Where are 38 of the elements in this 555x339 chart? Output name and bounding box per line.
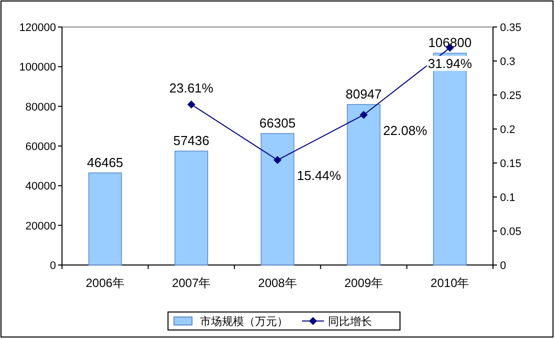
y2-tick-label: 0.3 xyxy=(500,56,516,68)
data-label: 46465 xyxy=(87,154,124,170)
y-tick-label: 20000 xyxy=(25,220,56,232)
data-label: 22.08% xyxy=(383,122,428,138)
y2-tick-label: 0 xyxy=(500,260,506,272)
y-tick-label: 80000 xyxy=(25,101,56,114)
point xyxy=(360,110,368,119)
point xyxy=(274,156,282,164)
y-tick-label: 40000 xyxy=(25,180,56,193)
y-tick-label: 0 xyxy=(50,260,56,272)
legend-label: 市场规模（万元） xyxy=(200,315,288,328)
point xyxy=(187,100,196,108)
bar xyxy=(88,172,122,266)
y2-tick-label: 0.15 xyxy=(500,158,522,170)
y2-tick-label: 0.35 xyxy=(500,22,522,34)
bar xyxy=(174,150,208,266)
y-tick-label: 60000 xyxy=(25,141,56,153)
x-tick-label: 2006年 xyxy=(86,276,124,290)
y-tick-label: 120000 xyxy=(19,22,56,34)
x-tick-label: 2009年 xyxy=(344,276,384,290)
y-tick-label: 100000 xyxy=(19,62,56,74)
x-tick-label: 2007年 xyxy=(172,276,211,290)
data-label: 106800 xyxy=(428,35,472,50)
x-tick-label: 2010年 xyxy=(430,276,470,290)
bar xyxy=(260,133,294,266)
data-label: 80947 xyxy=(346,86,382,102)
bar xyxy=(346,104,380,266)
data-label: 66305 xyxy=(259,115,296,130)
y2-tick-label: 0.05 xyxy=(500,226,522,238)
x-tick-label: 2008年 xyxy=(258,276,297,290)
y2-tick-label: 0.2 xyxy=(500,124,516,136)
data-label: 23.61% xyxy=(169,80,214,96)
y2-tick-label: 0.1 xyxy=(500,192,516,204)
y2-tick-label: 0.25 xyxy=(500,90,522,102)
data-label: 15.44% xyxy=(296,168,342,184)
data-label: 31.94% xyxy=(428,56,472,71)
data-label: 57436 xyxy=(173,133,210,148)
legend-label: 同比增长 xyxy=(328,315,372,328)
